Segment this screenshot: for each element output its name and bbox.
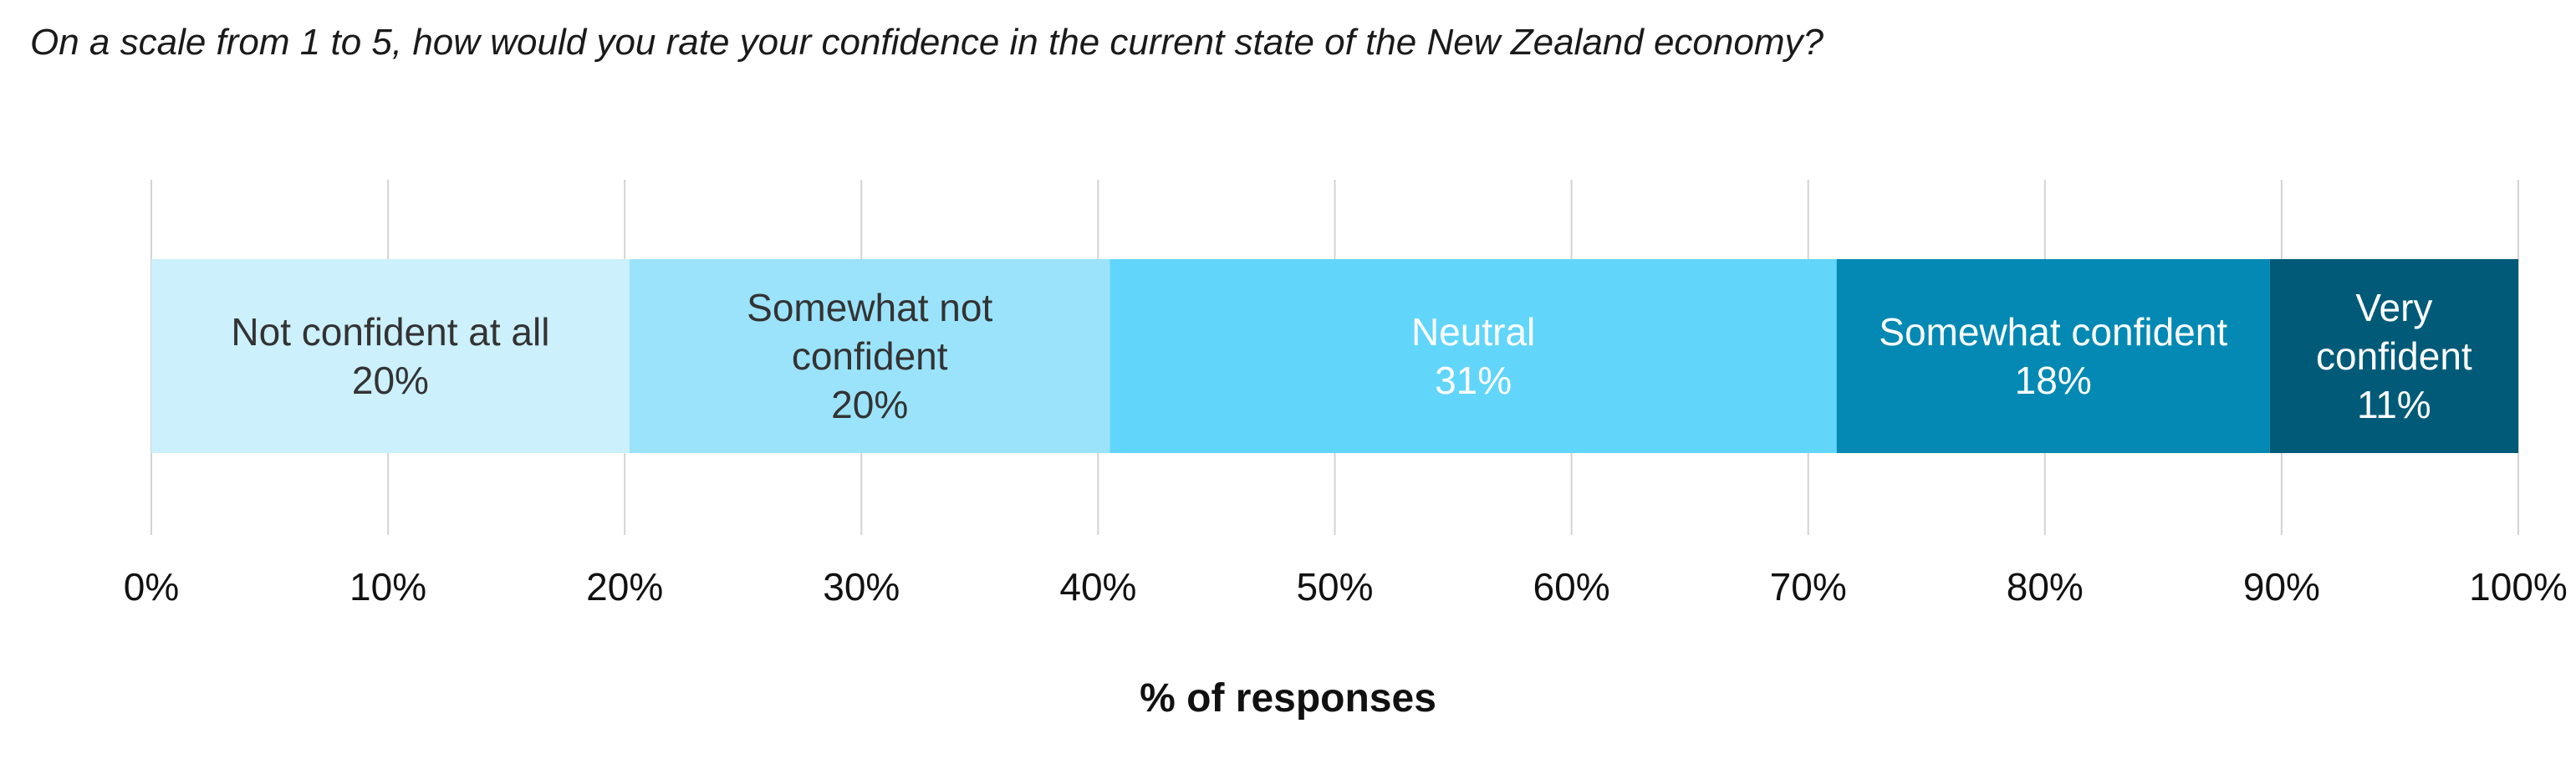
x-tick-labels: 0% 10% 20% 30% 40% 50% 60% 70% 80% 90% 100% xyxy=(124,565,2568,609)
x-tick-label: 0% xyxy=(124,565,179,609)
bar-segment xyxy=(151,259,630,453)
segment-label: Somewhat not confident 20% xyxy=(747,286,992,426)
x-tick-label: 90% xyxy=(2243,565,2320,609)
x-tick-label: 50% xyxy=(1296,565,1373,609)
bar-segment xyxy=(629,259,1110,453)
x-tick-label: 60% xyxy=(1533,565,1610,609)
segment-label: Somewhat confident 18% xyxy=(1879,310,2227,402)
x-tick-label: 70% xyxy=(1770,565,1847,609)
bar-segment xyxy=(1836,259,2270,453)
chart-title: On a scale from 1 to 5, how would you ra… xyxy=(30,22,1824,63)
x-tick-label: 80% xyxy=(2007,565,2084,609)
segment-label: Neutral 31% xyxy=(1411,310,1535,402)
x-tick-label: 20% xyxy=(586,565,663,609)
x-tick-label: 10% xyxy=(349,565,426,609)
x-tick-label: 100% xyxy=(2469,565,2568,609)
bar-segment xyxy=(1109,259,1837,453)
x-tick-label: 30% xyxy=(823,565,900,609)
bar-segment xyxy=(2269,259,2518,453)
segment-label: Very confident 11% xyxy=(2316,286,2472,426)
x-axis-title: % of responses xyxy=(1140,676,1436,721)
segment-label: Not confident at all 20% xyxy=(231,310,549,402)
segment-labels: Not confident at all 20% Somewhat not confi… xyxy=(231,286,2472,426)
bar-segments xyxy=(151,259,2518,453)
x-tick-label: 40% xyxy=(1059,565,1136,609)
